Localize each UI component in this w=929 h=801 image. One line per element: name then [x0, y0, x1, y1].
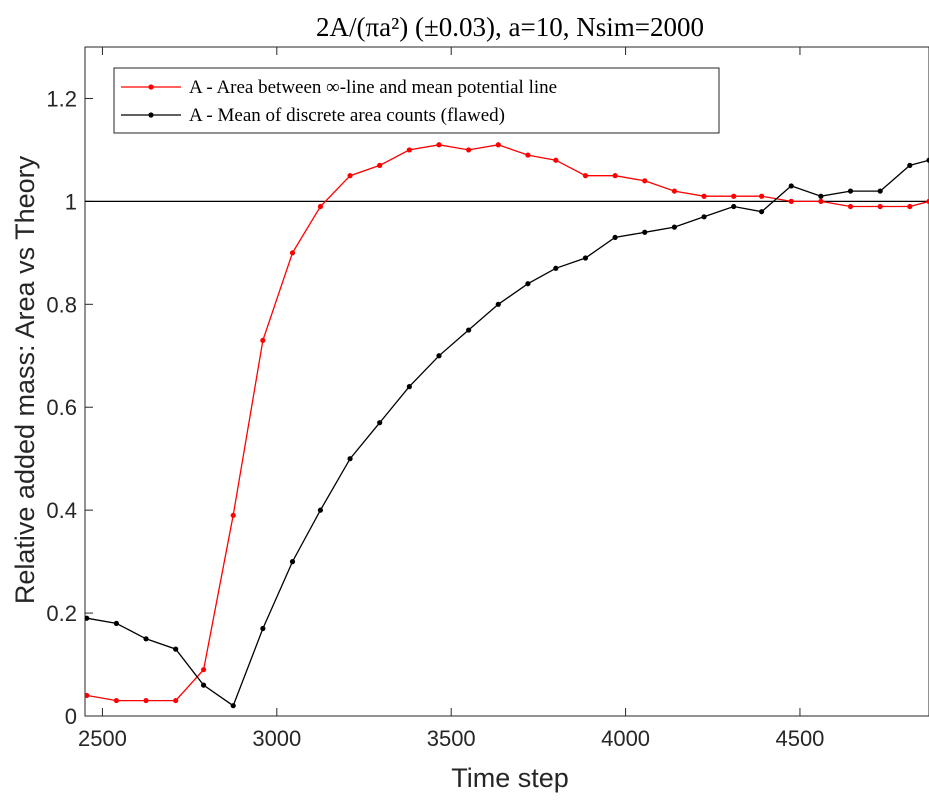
data-point	[847, 203, 854, 210]
data-point	[612, 173, 618, 179]
series-line	[86, 159, 929, 707]
data-point	[406, 147, 412, 153]
data-point	[143, 697, 149, 704]
data-point	[582, 173, 589, 179]
data-point	[926, 157, 929, 163]
data-point	[200, 682, 207, 688]
x-tick-label: 4500	[775, 726, 824, 751]
data-point	[436, 353, 442, 359]
series-layer	[85, 142, 929, 709]
data-point	[173, 646, 179, 652]
x-tick-label: 4000	[601, 726, 650, 751]
data-point	[553, 157, 559, 163]
data-point	[317, 203, 324, 210]
data-point	[230, 703, 236, 709]
data-point	[260, 337, 266, 343]
data-point	[553, 265, 559, 271]
plot-frame	[84, 46, 929, 717]
data-point	[525, 152, 531, 158]
y-tick-label: 0	[65, 704, 77, 729]
data-point	[642, 178, 648, 184]
data-point	[230, 512, 236, 518]
data-point	[173, 697, 179, 704]
series-2	[85, 157, 929, 709]
data-point	[788, 183, 794, 189]
data-point	[85, 692, 90, 699]
data-point	[582, 255, 589, 261]
data-point	[907, 203, 913, 210]
data-point	[113, 620, 119, 626]
data-point	[671, 224, 678, 230]
data-point	[701, 214, 707, 220]
data-point	[818, 198, 824, 204]
legend-label: A - Area between ∞-line and mean potenti…	[189, 77, 557, 98]
legend-swatch-marker	[148, 112, 154, 118]
y-tick-label: 0.2	[46, 601, 77, 626]
data-point	[436, 142, 442, 148]
x-tick-label: 3500	[427, 726, 476, 751]
data-point	[377, 162, 383, 168]
data-point	[671, 188, 678, 194]
series-1	[85, 142, 929, 704]
data-point	[612, 234, 618, 241]
legend: A - Area between ∞-line and mean potenti…	[113, 67, 720, 134]
y-tick-label: 1.2	[46, 86, 77, 111]
data-point	[347, 173, 353, 179]
data-point	[907, 162, 913, 168]
data-point	[758, 193, 765, 199]
data-point	[818, 193, 824, 199]
data-point	[731, 203, 737, 210]
data-point	[260, 625, 266, 632]
legend-swatch-marker	[148, 84, 154, 90]
data-point	[466, 147, 472, 153]
axis-ticks: 2500 3000 3500 4000 4500 0 0.2 0.4 0.6 0.8 1 1.2	[46, 47, 824, 751]
data-point	[731, 193, 737, 199]
data-point	[200, 667, 207, 673]
legend-box	[113, 67, 720, 134]
y-tick-label: 0.6	[46, 395, 77, 420]
y-tick-label: 0.4	[46, 498, 77, 523]
data-point	[525, 281, 531, 287]
data-point	[926, 198, 929, 204]
data-point	[406, 384, 412, 390]
y-tick-label: 0.8	[46, 292, 77, 317]
data-point	[347, 456, 353, 462]
x-tick-label: 2500	[78, 726, 127, 751]
data-point	[701, 193, 707, 199]
y-tick-label: 1	[65, 189, 77, 214]
data-point	[143, 636, 149, 642]
data-point	[788, 198, 794, 204]
data-point	[495, 301, 501, 307]
x-tick-label: 3000	[252, 726, 301, 751]
data-point	[466, 327, 472, 333]
data-point	[495, 142, 501, 148]
data-point	[289, 559, 296, 565]
y-axis-label: Relative added mass: Area vs Theory	[10, 155, 40, 604]
data-point	[877, 188, 883, 194]
data-point	[85, 615, 90, 621]
data-point	[758, 209, 765, 215]
data-point	[642, 229, 648, 235]
legend-label: A - Mean of discrete area counts (flawed…	[189, 105, 505, 126]
data-point	[113, 697, 119, 704]
data-point	[289, 250, 296, 256]
chart-title: 2A/(πa²) (±0.03), a=10, Nsim=2000	[316, 12, 704, 42]
x-axis-label: Time step	[451, 763, 569, 793]
data-point	[377, 420, 383, 426]
data-point	[317, 507, 324, 513]
series-line	[86, 144, 929, 702]
data-point	[847, 188, 854, 194]
data-point	[877, 203, 883, 210]
